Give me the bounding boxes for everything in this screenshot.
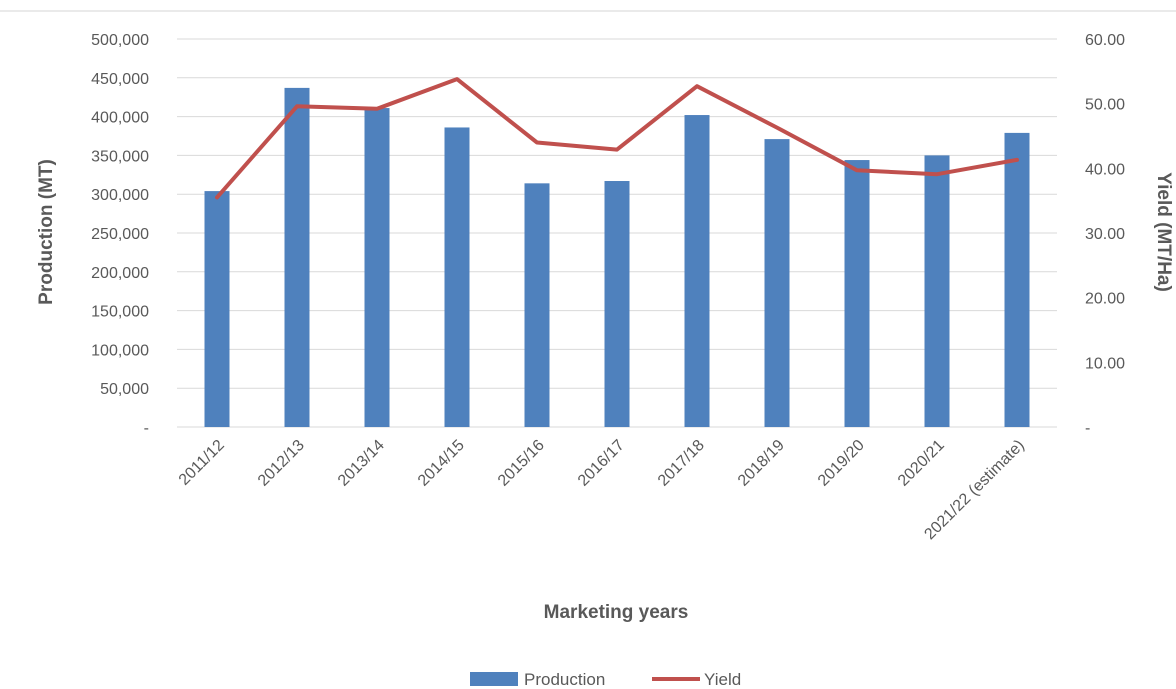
y2-tick-label: 60.00 xyxy=(1085,32,1125,49)
x-tick-label: 2014/15 xyxy=(415,437,468,490)
production-bars xyxy=(204,87,1030,428)
production-bar xyxy=(604,181,630,427)
x-tick-label: 2019/20 xyxy=(815,437,868,490)
x-tick-label: 2011/12 xyxy=(176,437,228,489)
right-axis-ticks: - 10.00 20.00 30.00 40.00 50.00 60.00 xyxy=(1085,32,1125,437)
y-tick-label: 350,000 xyxy=(91,148,149,165)
production-bar xyxy=(924,155,950,427)
x-tick-label: 2015/16 xyxy=(495,437,548,490)
left-axis-ticks: - 50,000 100,000 150,000 200,000 250,000 300,0… xyxy=(91,32,149,437)
production-bar xyxy=(524,183,550,427)
y-tick-label: 150,000 xyxy=(91,304,149,321)
y-tick-label: 200,000 xyxy=(91,265,149,282)
legend-production-label: Production xyxy=(524,670,605,689)
x-axis-title: Marketing years xyxy=(544,602,689,623)
y-tick-label: - xyxy=(144,420,149,437)
production-bar xyxy=(364,108,390,428)
y2-tick-label: 30.00 xyxy=(1085,226,1125,243)
legend-yield-label: Yield xyxy=(704,670,741,689)
y-tick-label: 400,000 xyxy=(91,110,149,127)
production-bar xyxy=(284,87,310,427)
production-bar xyxy=(204,191,230,427)
y-tick-label: 100,000 xyxy=(91,342,149,359)
production-bar xyxy=(844,160,870,427)
y-tick-label: 250,000 xyxy=(91,226,149,243)
yield-line xyxy=(215,77,1019,200)
y2-tick-label: 40.00 xyxy=(1085,161,1125,178)
y-tick-label: 450,000 xyxy=(91,71,149,88)
x-tick-label: 2020/21 xyxy=(895,437,948,490)
x-axis-ticks: 2011/12 2012/13 2013/14 2014/15 2015/16 2016/… xyxy=(176,437,1028,543)
x-tick-label: 2016/17 xyxy=(575,437,628,490)
x-tick-label: 2017/18 xyxy=(655,437,708,490)
y2-tick-label: 10.00 xyxy=(1085,355,1125,372)
x-tick-label: 2012/13 xyxy=(255,437,308,490)
y2-axis-title: Yield (MT/Ha) xyxy=(1153,172,1174,292)
production-bar xyxy=(684,115,710,427)
y-tick-label: 500,000 xyxy=(91,32,149,49)
x-tick-label: 2018/19 xyxy=(735,437,788,490)
y-tick-label: 50,000 xyxy=(100,381,149,398)
y-axis-title: Production (MT) xyxy=(36,159,57,305)
yield-line-group xyxy=(215,77,1019,200)
y2-tick-label: 20.00 xyxy=(1085,291,1125,308)
production-bar xyxy=(764,139,790,427)
x-tick-label: 2013/14 xyxy=(335,437,388,490)
y-tick-label: 300,000 xyxy=(91,187,149,204)
y2-tick-label: - xyxy=(1085,420,1090,437)
y2-tick-label: 50.00 xyxy=(1085,97,1125,114)
legend: Production Yield xyxy=(470,670,741,689)
production-bar xyxy=(444,127,470,428)
production-bar xyxy=(1004,132,1030,427)
legend-production-swatch xyxy=(470,672,518,686)
